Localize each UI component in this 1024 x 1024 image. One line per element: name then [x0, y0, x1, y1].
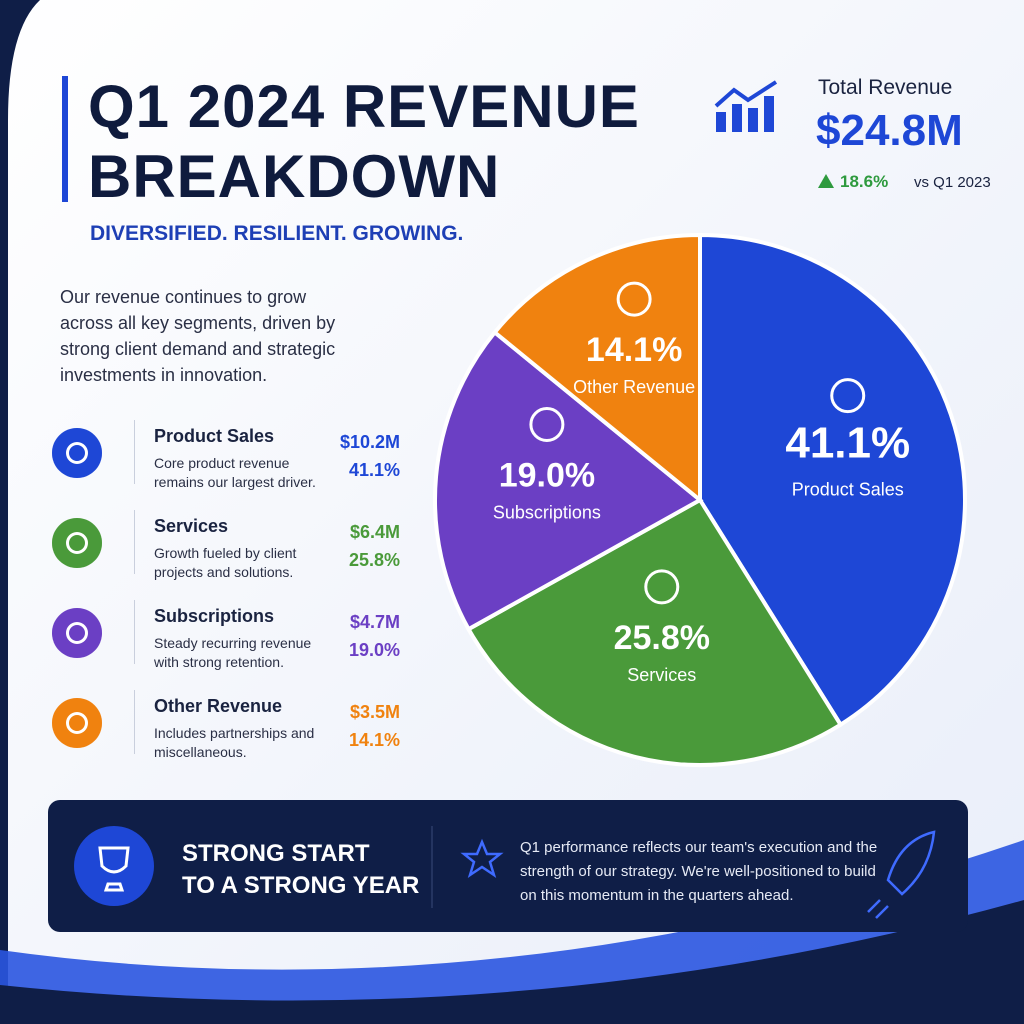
slice-icon	[616, 281, 652, 317]
title-line: BREAKDOWN	[88, 143, 501, 210]
segment-separator	[134, 510, 135, 574]
segment-separator	[134, 690, 135, 754]
segment-amount: $3.5M	[349, 702, 400, 722]
banner-line: TO A STRONG YEAR	[182, 872, 420, 899]
segment-percent: 41.1%	[348, 460, 400, 480]
segment-icon	[52, 518, 102, 568]
slice-percent: 41.1%	[785, 419, 910, 468]
slice-icon	[644, 569, 680, 605]
segment-icon	[52, 428, 102, 478]
banner-headline: STRONG START TO A STRONG YEAR	[182, 838, 419, 902]
segment-percent: 14.1%	[348, 730, 400, 750]
segment-description: Steady recurring revenue with strong ret…	[154, 635, 312, 670]
kpi-comparison: vs Q1 2023	[914, 174, 991, 191]
kpi-change: 18.6%	[840, 172, 889, 191]
segment-name: Other Revenue	[154, 696, 283, 716]
slice-name: Product Sales	[792, 480, 904, 500]
segment-name: Product Sales	[154, 426, 275, 446]
segment-icon	[52, 698, 102, 748]
segment-separator	[134, 600, 135, 664]
segment-percent: 25.8%	[348, 550, 400, 570]
slice-percent: 25.8%	[614, 619, 710, 657]
kpi-value: $24.8M	[816, 106, 963, 155]
segment-separator	[134, 420, 135, 484]
kpi-label: Total Revenue	[818, 76, 953, 99]
banner	[48, 800, 968, 932]
segment-amount: $6.4M	[349, 522, 400, 542]
segment-description: Growth fueled by client projects and sol…	[154, 545, 297, 580]
slice-name: Other Revenue	[573, 377, 695, 397]
slice-name: Services	[627, 665, 696, 685]
pie-slice	[465, 497, 844, 767]
slice-icon	[830, 378, 866, 414]
banner-text: Q1 performance reflects our team's execu…	[520, 839, 878, 904]
slice-name: Subscriptions	[493, 502, 601, 522]
segment-percent: 19.0%	[348, 640, 400, 660]
pie-slice	[433, 329, 704, 632]
title: Q1 2024 REVENUE BREAKDOWN	[88, 72, 640, 212]
tagline: DIVERSIFIED. RESILIENT. GROWING.	[90, 222, 464, 245]
title-accent	[62, 76, 68, 202]
pie-chart: 41.1% Product Sales 25.8% Services 19.0% Subs…	[433, 235, 965, 767]
slice-percent: 19.0%	[499, 456, 595, 494]
segment-amount: $10.2M	[339, 432, 400, 452]
segment-icon	[52, 608, 102, 658]
segment-description: Includes partnerships and miscellaneous.	[154, 725, 315, 760]
banner-line: STRONG START	[182, 840, 370, 867]
segment-amount: $4.7M	[349, 612, 400, 632]
segment-name: Subscriptions	[154, 606, 275, 626]
up-arrow	[818, 174, 834, 188]
segment-name: Services	[154, 516, 229, 536]
segment-description: Core product revenue remains our largest…	[154, 455, 316, 490]
title-line: Q1 2024 REVENUE	[88, 73, 640, 140]
slice-icon	[529, 406, 565, 442]
slice-percent: 14.1%	[586, 331, 682, 369]
intro: Our revenue continues to grow across all…	[60, 287, 336, 385]
